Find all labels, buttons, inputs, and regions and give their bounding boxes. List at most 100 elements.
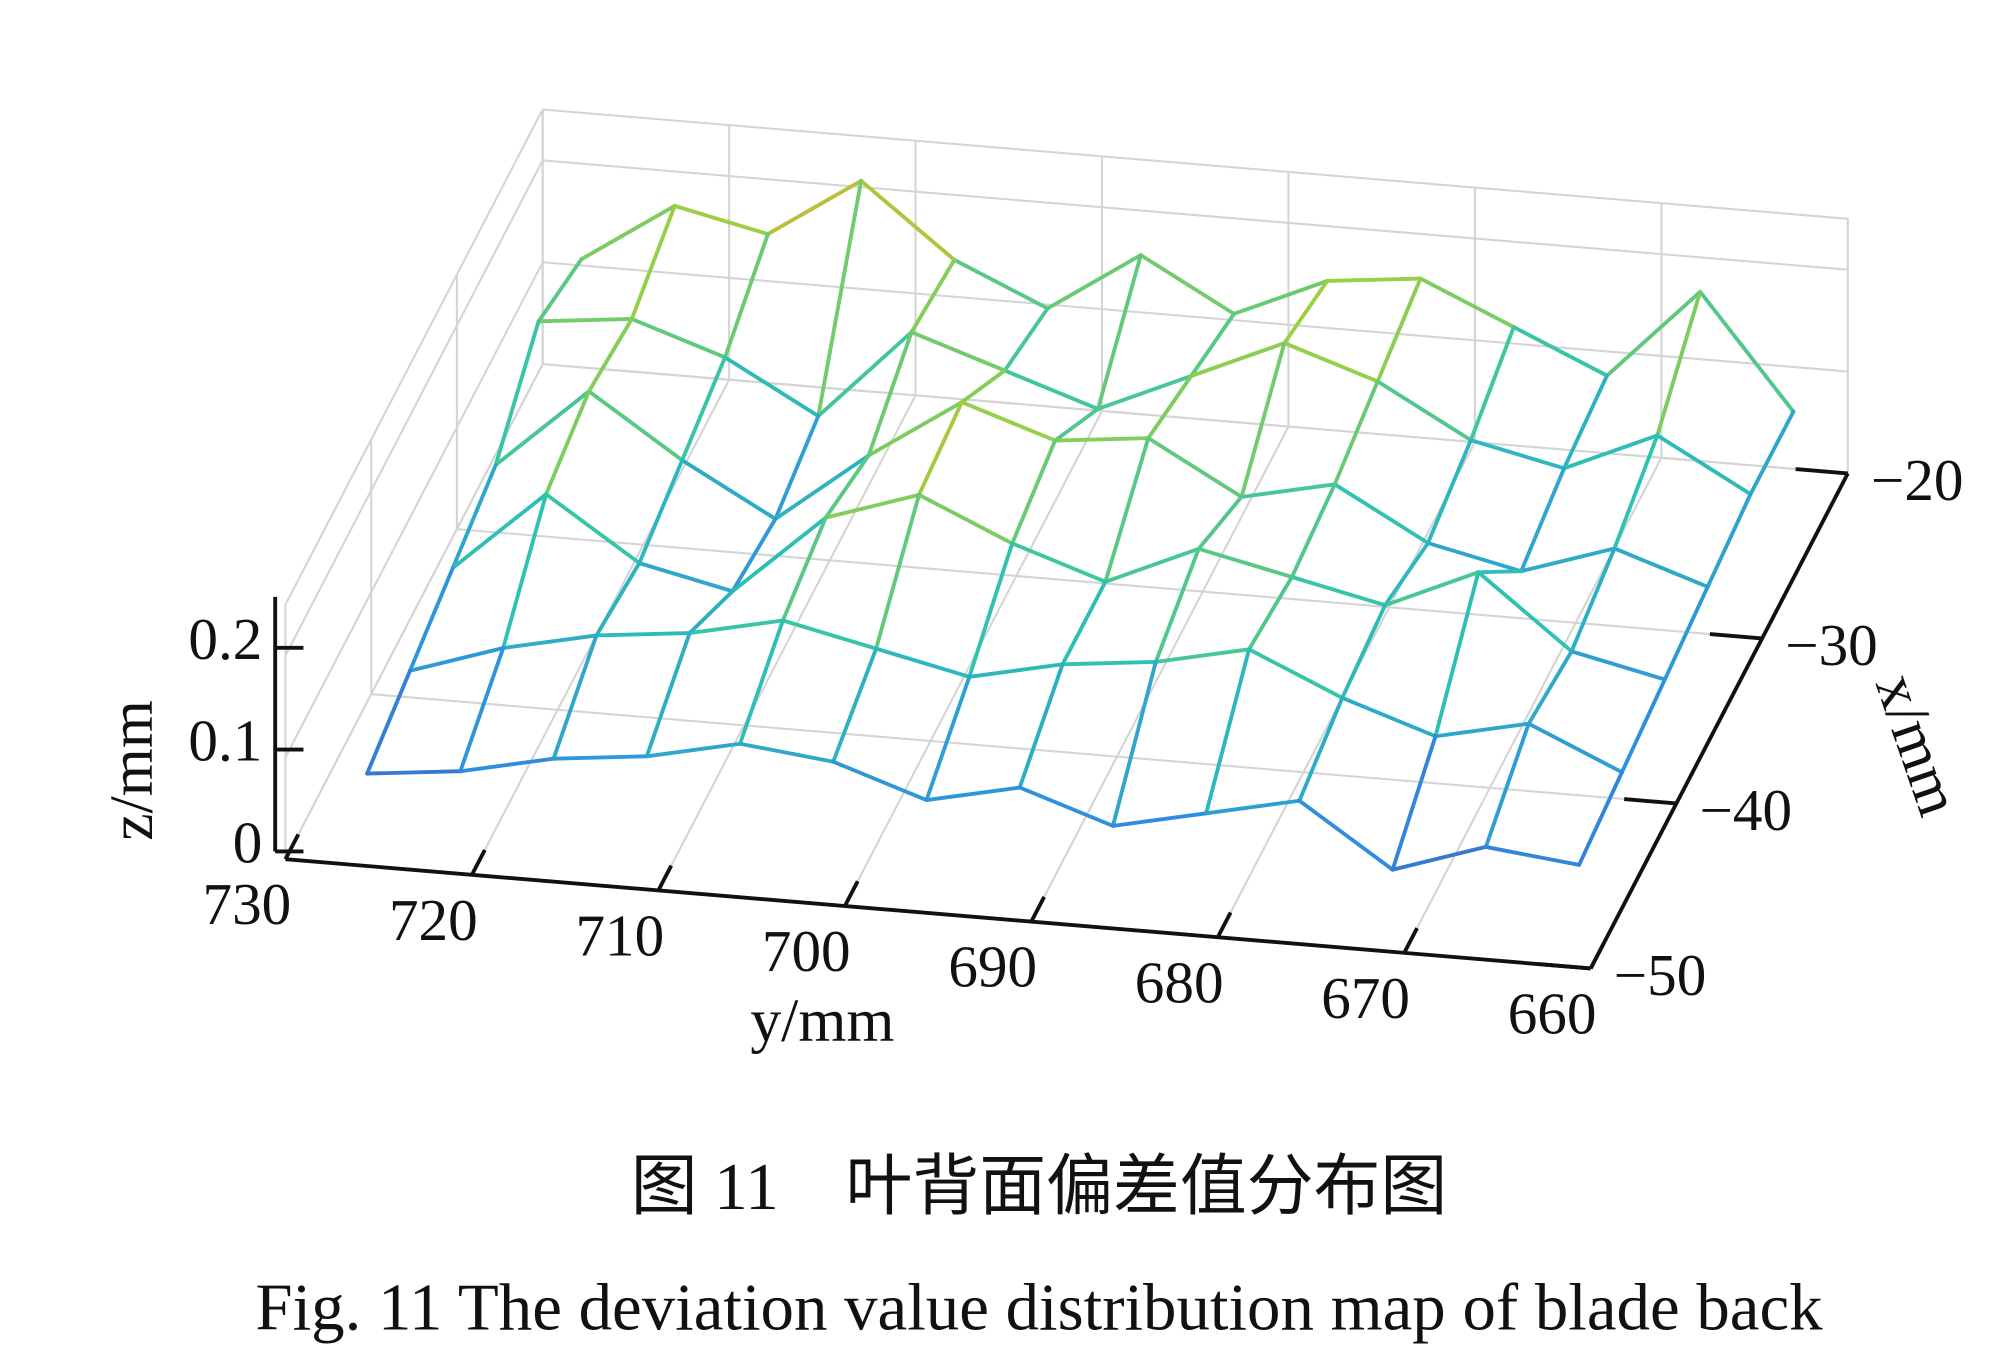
mesh-segment [1620,677,1667,775]
mesh-segment [859,178,957,262]
mesh-segment [738,618,785,746]
mesh-segment [1189,341,1287,378]
mesh-segment [1282,341,1380,384]
x-axis-label: x/mm [1862,666,1973,824]
mesh-segment [587,317,634,394]
mesh-segment [1562,433,1660,471]
mesh-segment [1383,570,1481,608]
mesh-segment [1146,374,1194,441]
mesh-segment [1010,541,1108,584]
mesh-segment [1433,570,1481,739]
mesh-segment [1375,379,1473,443]
mesh-segment [1605,289,1703,378]
mesh-segment [1282,278,1330,345]
mesh-segment [365,769,463,776]
mesh-segment [594,561,642,638]
mesh-segment [536,257,584,324]
mesh-segment [365,668,412,776]
mesh-segment [1340,603,1388,700]
x-tick [1795,467,1848,476]
mesh-segment [924,785,1022,803]
mesh-segment [959,368,1007,405]
mesh-segment [551,754,649,761]
mesh-segment [1196,546,1294,579]
mesh-segment [501,492,549,650]
x-tick [1624,797,1677,806]
mesh-segment [1418,276,1516,330]
y-tick [470,849,487,876]
x-tick-label: −20 [1871,447,1964,513]
mesh-segment [1002,368,1100,411]
mesh-segment [544,492,642,566]
mesh-segment [831,646,879,764]
x-tick-label: −30 [1785,612,1878,678]
mesh-segment [1526,649,1574,726]
x-axis [1588,472,1850,970]
mesh-segment [765,178,864,237]
mesh-segment [1468,438,1567,471]
mesh-segment [493,319,541,467]
y-axis [285,857,1591,971]
y-tick-label: 680 [1135,949,1224,1015]
mesh-segment [1562,373,1609,471]
mesh-segment [1476,570,1574,654]
mesh-segment [1426,438,1473,545]
mesh-segment [687,589,735,635]
mesh-segment [1390,734,1438,872]
z-axis-label: z/mm [98,700,166,841]
y-tick [1029,895,1046,923]
y-tick [283,833,301,861]
grid-line [284,159,544,656]
mesh-segment [773,414,821,521]
mesh-segment [1383,541,1430,608]
axes: 730 720 710 700 690 680 670 660 −50 −40 −30 −20 0 0.1… [98,447,1973,1055]
mesh-segment [1662,584,1710,682]
mesh-segment [1526,721,1624,775]
mesh-segment [450,492,549,570]
mesh-segment [1325,276,1423,283]
grid-line [542,363,1848,475]
mesh-segment [680,458,778,521]
mesh-segment [909,330,1007,373]
mesh-segment [1511,325,1609,378]
mesh-segment [629,317,727,360]
mesh-segment [1053,407,1100,443]
mesh-segment [637,458,685,566]
mesh-segment [1017,662,1065,790]
mesh-segment [1239,341,1287,499]
mesh-segment [1433,721,1531,739]
mesh-segment [1239,482,1337,499]
mesh-segment [458,646,506,774]
mesh-segment [780,515,828,623]
x-tick [1538,962,1591,971]
grid-line [1030,426,1290,923]
mesh-segment [1297,695,1345,803]
mesh-segment [874,646,972,679]
mesh-segment [1002,306,1050,373]
mesh-segment [408,646,506,673]
mesh-segment [408,565,455,673]
y-tick-label: 710 [575,902,664,968]
mesh-segment [1340,695,1438,739]
mesh-segment [816,330,914,418]
mesh-segment [1612,546,1710,589]
mesh-segment [1138,253,1236,316]
mesh-segment [687,618,785,635]
mesh-segment [959,400,1058,443]
mesh-segment [723,232,770,360]
mesh-segment [1053,436,1151,443]
mesh-segment [1111,659,1158,828]
mesh-segment [917,400,964,497]
mesh-segment [551,633,599,761]
mesh-segment [501,633,599,650]
mesh-segment [1468,325,1516,443]
y-axis-label: y/mm [750,987,894,1055]
mesh-segment [1577,770,1624,867]
mesh-segment [644,631,692,759]
grid-line [657,394,917,891]
mesh-segment [536,317,634,324]
z-tick-label: 0 [233,809,263,875]
mesh-segment [738,741,836,764]
mesh-segment [1289,575,1388,608]
mesh-segment [637,561,735,594]
